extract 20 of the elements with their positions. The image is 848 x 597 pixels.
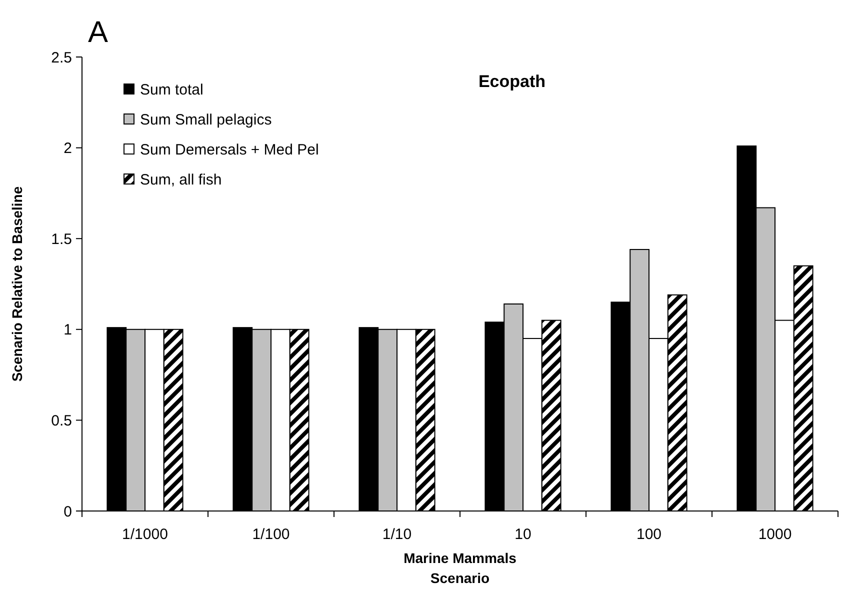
y-axis-title: Scenario Relative to Baseline bbox=[9, 186, 25, 382]
legend-label: Sum Small pelagics bbox=[140, 111, 272, 128]
x-axis-title: Marine Mammals Scenario bbox=[404, 550, 517, 586]
y-tick-label: 0.5 bbox=[51, 412, 72, 430]
legend-label: Sum total bbox=[140, 81, 204, 98]
y-tick-label: 2.5 bbox=[51, 49, 72, 66]
y-tick-label: 1.5 bbox=[51, 230, 72, 248]
text: Ecopath bbox=[478, 72, 546, 91]
y-tick-label: 1 bbox=[64, 322, 72, 339]
y-tick-label: 2 bbox=[64, 140, 72, 158]
x-tick-label: 100 bbox=[636, 526, 662, 543]
legend-label: Sum Demersals + Med Pel bbox=[140, 141, 319, 158]
x-tick-label: 1/100 bbox=[252, 526, 290, 543]
y-tick-label: 0 bbox=[64, 503, 72, 520]
x-tick-label: 10 bbox=[514, 526, 532, 543]
x-tick-label: 1/1000 bbox=[122, 526, 168, 543]
x-tick-label: 1/10 bbox=[382, 526, 412, 543]
x-tick-label: 1000 bbox=[758, 526, 792, 543]
text: A bbox=[88, 16, 108, 49]
legend-label: Sum, all fish bbox=[140, 171, 222, 188]
